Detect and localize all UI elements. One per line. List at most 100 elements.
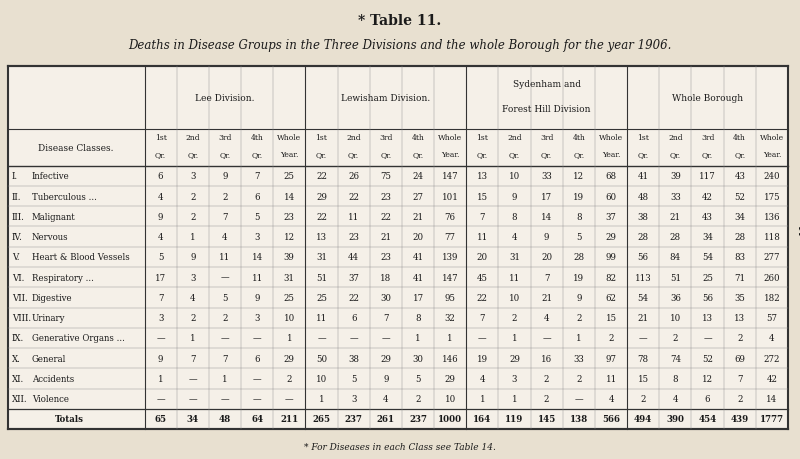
Text: 2: 2 bbox=[608, 334, 614, 343]
Text: IV.: IV. bbox=[12, 233, 23, 241]
Text: 29: 29 bbox=[445, 374, 456, 383]
Text: IX.: IX. bbox=[12, 334, 24, 343]
Text: 25: 25 bbox=[284, 172, 294, 181]
Text: 45: 45 bbox=[477, 273, 488, 282]
Text: 52: 52 bbox=[702, 354, 713, 363]
Text: —: — bbox=[317, 334, 326, 343]
Text: 9: 9 bbox=[512, 192, 518, 201]
Text: 1: 1 bbox=[158, 374, 163, 383]
Text: 164: 164 bbox=[474, 414, 491, 424]
Text: 22: 22 bbox=[380, 213, 391, 221]
Text: 11: 11 bbox=[477, 233, 488, 241]
Text: 8: 8 bbox=[512, 213, 518, 221]
Text: 51: 51 bbox=[316, 273, 327, 282]
Text: 3rd: 3rd bbox=[540, 134, 554, 142]
Text: 41: 41 bbox=[413, 253, 423, 262]
Text: 71: 71 bbox=[734, 273, 746, 282]
Text: 10: 10 bbox=[509, 293, 520, 302]
Text: 57: 57 bbox=[766, 313, 778, 322]
Text: 117: 117 bbox=[699, 172, 716, 181]
Text: —: — bbox=[189, 394, 197, 403]
Text: VII.: VII. bbox=[12, 293, 28, 302]
Text: 4th: 4th bbox=[250, 134, 263, 142]
Text: 9: 9 bbox=[158, 354, 163, 363]
Text: 8: 8 bbox=[673, 374, 678, 383]
Text: Year.: Year. bbox=[602, 151, 620, 159]
Text: 7: 7 bbox=[544, 273, 550, 282]
Text: Qr.: Qr. bbox=[348, 151, 359, 159]
Text: Qr.: Qr. bbox=[219, 151, 230, 159]
Text: 31: 31 bbox=[316, 253, 327, 262]
Text: Qr.: Qr. bbox=[509, 151, 520, 159]
Text: Qr.: Qr. bbox=[155, 151, 166, 159]
Text: 1st: 1st bbox=[315, 134, 327, 142]
Text: 9: 9 bbox=[222, 172, 228, 181]
Text: 8: 8 bbox=[415, 313, 421, 322]
Text: Violence: Violence bbox=[32, 394, 69, 403]
Text: —: — bbox=[156, 394, 165, 403]
Text: 22: 22 bbox=[348, 293, 359, 302]
Text: 10: 10 bbox=[284, 313, 295, 322]
Text: 41: 41 bbox=[413, 273, 423, 282]
Text: 9: 9 bbox=[158, 213, 163, 221]
Text: 25: 25 bbox=[702, 273, 713, 282]
Text: 15: 15 bbox=[638, 374, 649, 383]
Text: 2: 2 bbox=[673, 334, 678, 343]
Text: 3: 3 bbox=[190, 172, 195, 181]
Text: 17: 17 bbox=[413, 293, 423, 302]
Text: —: — bbox=[221, 273, 230, 282]
Text: 29: 29 bbox=[316, 192, 327, 201]
Text: 2: 2 bbox=[190, 213, 195, 221]
Text: 2: 2 bbox=[222, 192, 228, 201]
Text: 2: 2 bbox=[544, 374, 550, 383]
Text: Nervous: Nervous bbox=[32, 233, 69, 241]
Text: 14: 14 bbox=[284, 192, 295, 201]
Text: 4: 4 bbox=[383, 394, 389, 403]
Text: Lee Division.: Lee Division. bbox=[195, 94, 254, 103]
Text: 145: 145 bbox=[538, 414, 556, 424]
Text: 20: 20 bbox=[541, 253, 552, 262]
Text: 147: 147 bbox=[442, 172, 458, 181]
Text: 97: 97 bbox=[606, 354, 617, 363]
Text: —: — bbox=[542, 334, 551, 343]
Text: 32: 32 bbox=[445, 313, 456, 322]
Text: I.: I. bbox=[12, 172, 18, 181]
Text: 33: 33 bbox=[670, 192, 681, 201]
Text: 2: 2 bbox=[737, 334, 742, 343]
Text: 37: 37 bbox=[606, 213, 617, 221]
Text: 9: 9 bbox=[190, 253, 195, 262]
Text: Tuberculous ...: Tuberculous ... bbox=[32, 192, 97, 201]
Text: 1: 1 bbox=[286, 334, 292, 343]
Text: 237: 237 bbox=[409, 414, 427, 424]
Text: 2: 2 bbox=[544, 394, 550, 403]
Text: 68: 68 bbox=[606, 172, 617, 181]
Text: 5: 5 bbox=[576, 233, 582, 241]
Text: 39: 39 bbox=[284, 253, 294, 262]
Text: Deaths in Disease Groups in the Three Divisions and the whole Borough for the ye: Deaths in Disease Groups in the Three Di… bbox=[128, 39, 672, 52]
Text: 13: 13 bbox=[734, 313, 746, 322]
Text: 6: 6 bbox=[705, 394, 710, 403]
Text: 11: 11 bbox=[251, 273, 262, 282]
Text: Forest Hill Division: Forest Hill Division bbox=[502, 105, 591, 114]
Text: 10: 10 bbox=[316, 374, 327, 383]
Text: 28: 28 bbox=[734, 233, 746, 241]
Text: Totals: Totals bbox=[55, 414, 84, 424]
Text: Qr.: Qr. bbox=[187, 151, 198, 159]
Text: 28: 28 bbox=[574, 253, 585, 262]
Text: 95: 95 bbox=[445, 293, 456, 302]
Text: —: — bbox=[253, 334, 262, 343]
Text: —: — bbox=[253, 394, 262, 403]
Text: 42: 42 bbox=[702, 192, 713, 201]
Text: X.: X. bbox=[12, 354, 21, 363]
Text: Whole: Whole bbox=[760, 134, 784, 142]
Text: 12: 12 bbox=[574, 172, 585, 181]
Text: 54: 54 bbox=[638, 293, 649, 302]
Text: 4: 4 bbox=[769, 334, 774, 343]
Text: 3: 3 bbox=[512, 374, 517, 383]
Text: 22: 22 bbox=[316, 172, 327, 181]
Text: 494: 494 bbox=[634, 414, 652, 424]
Text: 42: 42 bbox=[766, 374, 778, 383]
Text: 118: 118 bbox=[763, 233, 780, 241]
Text: 62: 62 bbox=[606, 293, 617, 302]
Text: Whole: Whole bbox=[599, 134, 623, 142]
